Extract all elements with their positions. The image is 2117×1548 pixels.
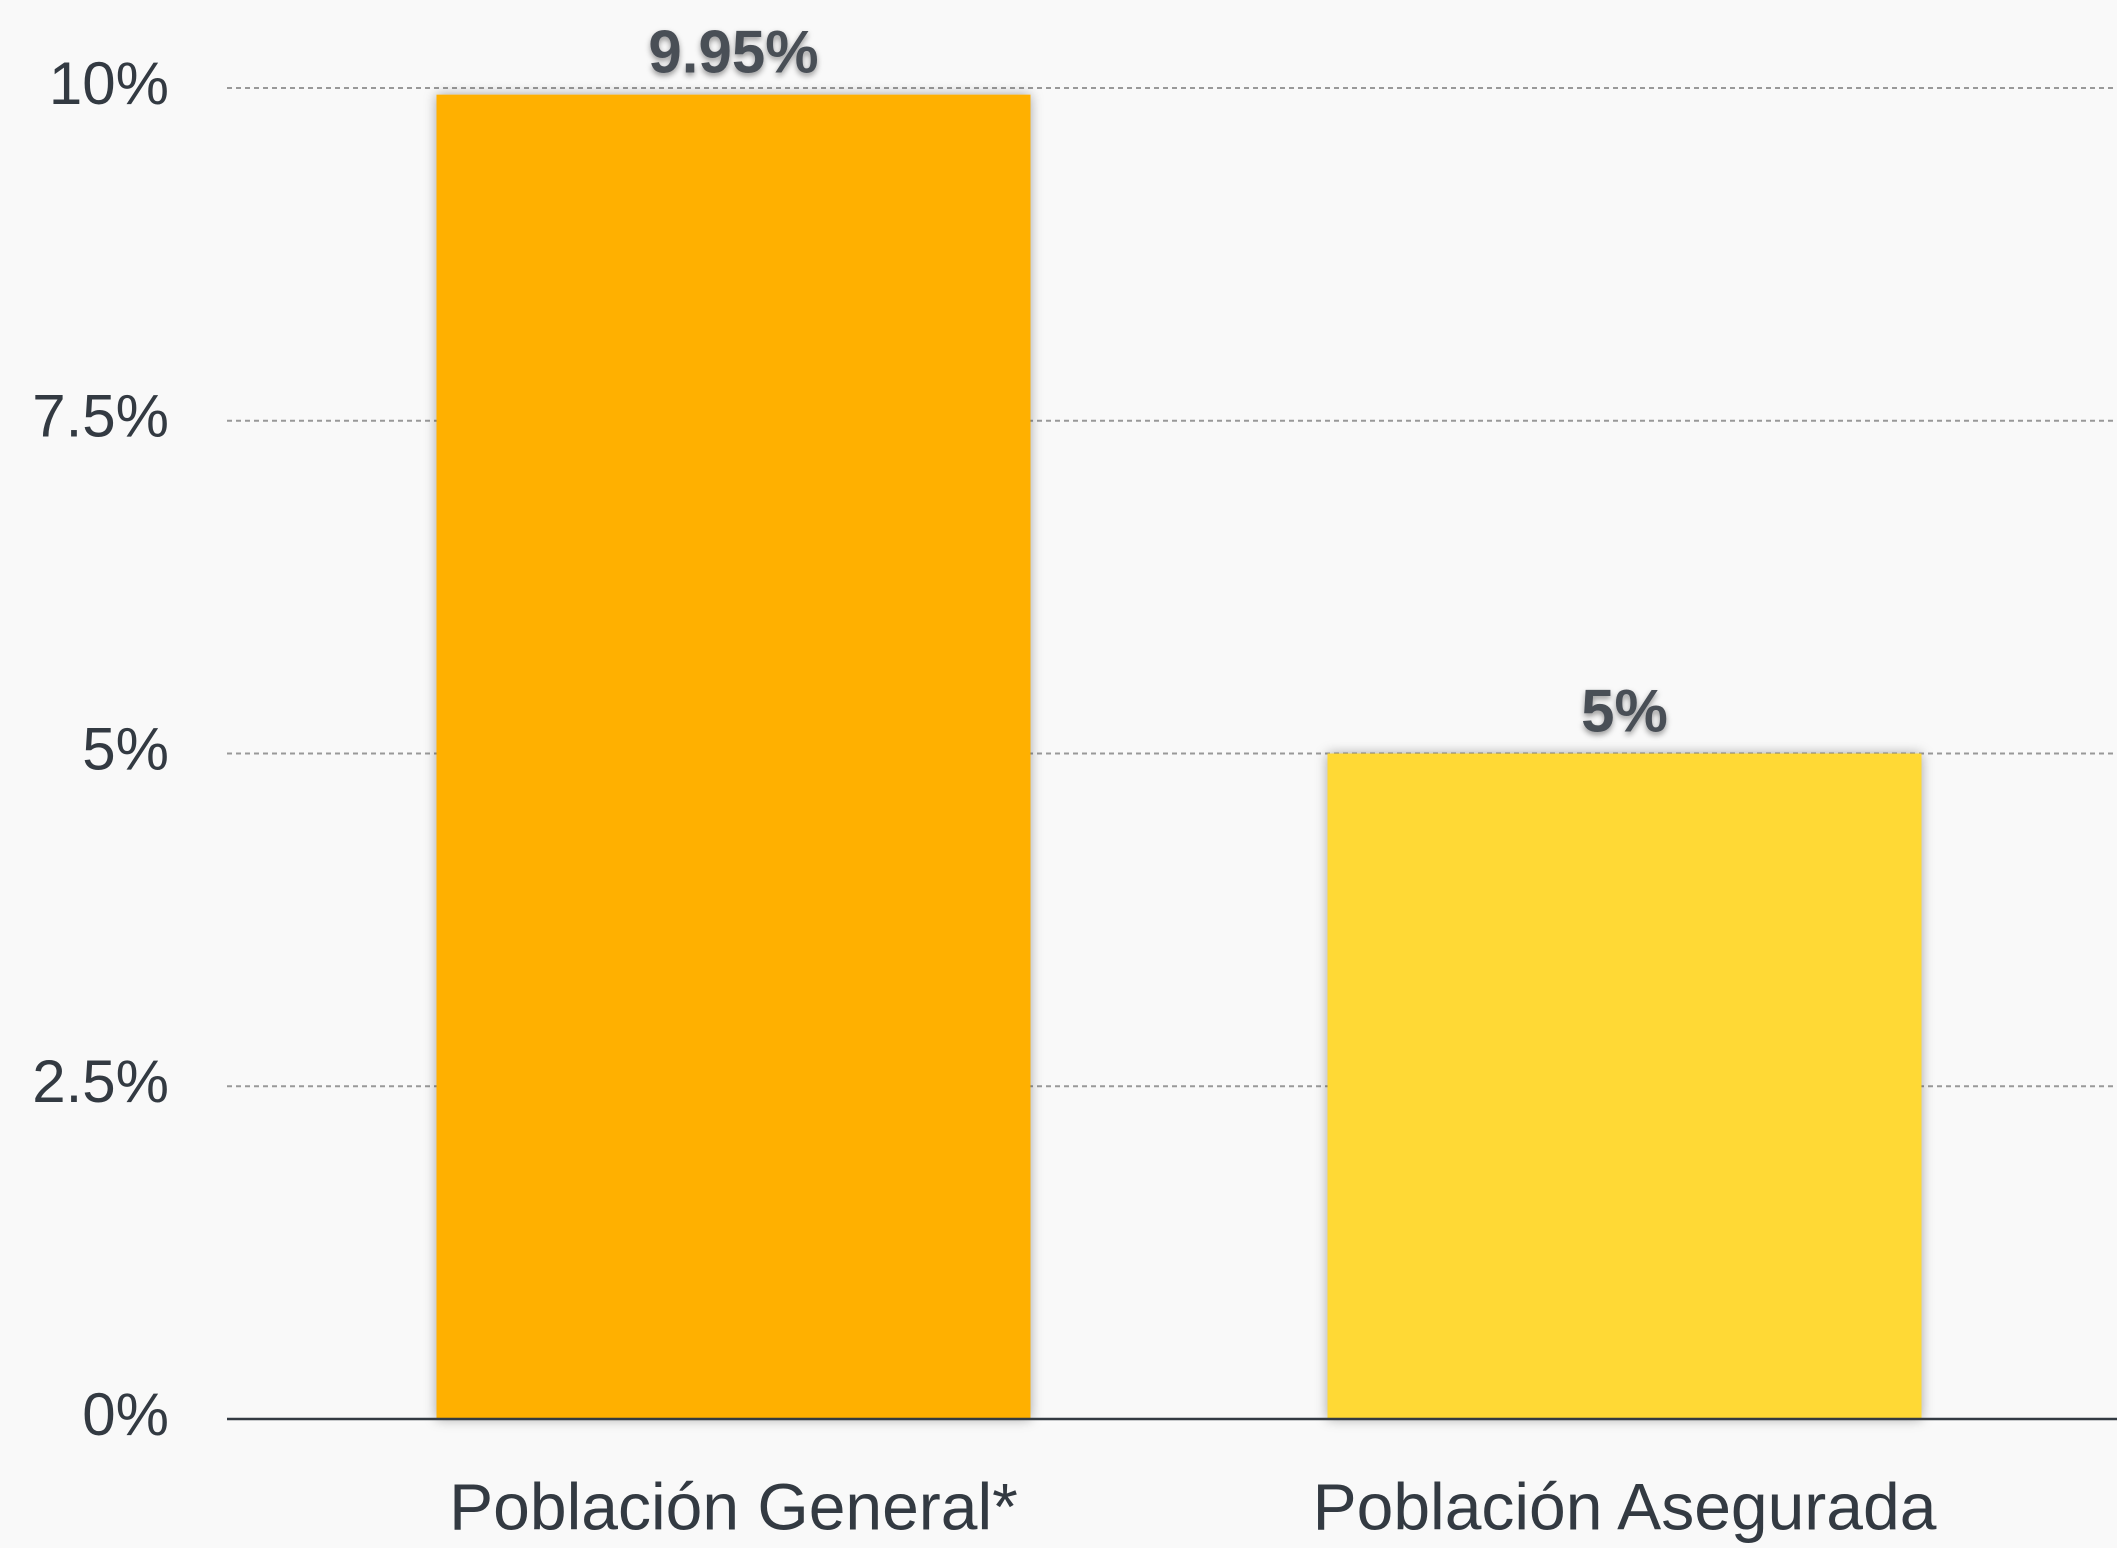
- y-tick-label: 2.5%: [32, 1048, 169, 1115]
- bar: [436, 94, 1031, 1419]
- y-tick-label: 7.5%: [32, 383, 169, 450]
- value-label: 9.95%: [648, 18, 818, 85]
- y-tick-label: 10%: [49, 50, 169, 117]
- bar: [1327, 753, 1922, 1419]
- x-tick-label: Población General*: [449, 1469, 1018, 1543]
- value-label: 5%: [1581, 677, 1668, 744]
- y-tick-label: 5%: [82, 715, 169, 782]
- x-tick-label: Población Asegurada: [1313, 1469, 1937, 1543]
- y-tick-label: 0%: [82, 1381, 169, 1448]
